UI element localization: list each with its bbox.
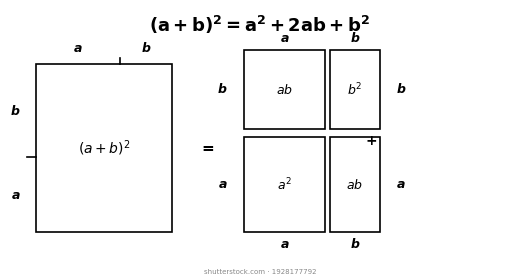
Text: $a^2$: $a^2$	[277, 176, 292, 193]
Text: a: a	[11, 189, 20, 202]
Text: a: a	[218, 178, 227, 191]
Text: $ab$: $ab$	[346, 178, 363, 192]
Bar	[244, 137, 325, 232]
Bar	[330, 50, 380, 129]
Text: +: +	[366, 134, 378, 148]
Text: shutterstock.com · 1928177792: shutterstock.com · 1928177792	[204, 269, 316, 275]
Text: b: b	[350, 32, 359, 45]
Text: a: a	[74, 43, 83, 55]
Text: $ab$: $ab$	[276, 83, 293, 97]
Text: a: a	[397, 178, 406, 191]
Text: $(a + b)^2$: $(a + b)^2$	[77, 139, 131, 158]
Bar	[330, 137, 380, 232]
Bar	[244, 50, 325, 129]
Text: $b^2$: $b^2$	[347, 81, 362, 98]
Text: b: b	[11, 105, 20, 118]
Bar	[36, 64, 172, 232]
Text: b: b	[397, 83, 406, 96]
Text: b: b	[141, 43, 150, 55]
Text: $\mathbf{(a + b)^2 = a^2 + 2ab + b^2}$: $\mathbf{(a + b)^2 = a^2 + 2ab + b^2}$	[149, 14, 371, 36]
Text: =: =	[202, 141, 214, 156]
Text: b: b	[350, 238, 359, 251]
Text: a: a	[280, 238, 289, 251]
Text: a: a	[280, 32, 289, 45]
Text: b: b	[218, 83, 227, 96]
